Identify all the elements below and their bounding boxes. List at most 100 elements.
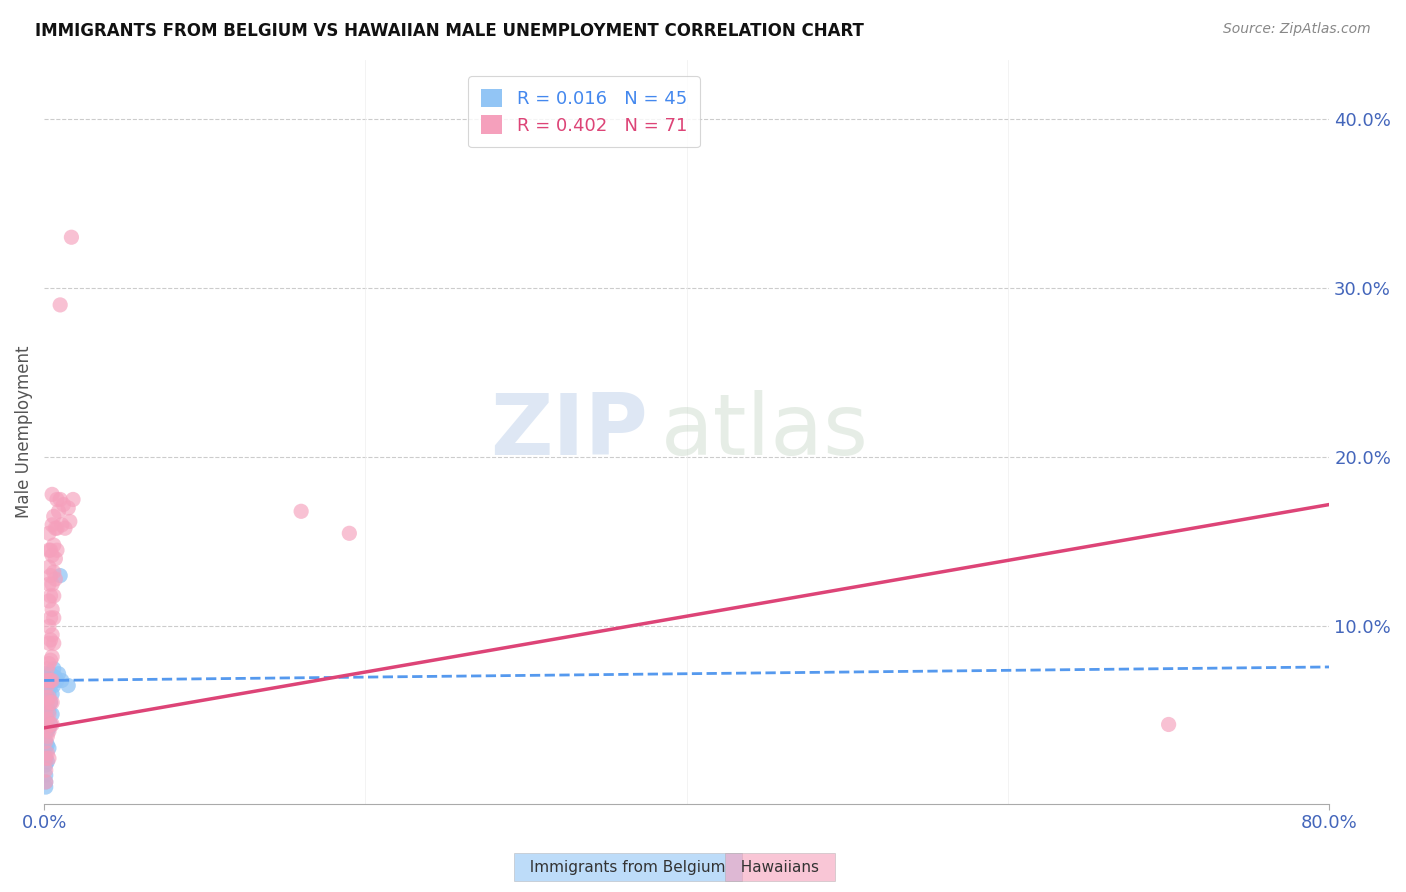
Point	[41, 673, 63, 688]
Point	[37, 746, 59, 760]
Point	[39, 679, 62, 693]
Point	[42, 509, 65, 524]
Point	[42, 589, 65, 603]
Text: IMMIGRANTS FROM BELGIUM VS HAWAIIAN MALE UNEMPLOYMENT CORRELATION CHART: IMMIGRANTS FROM BELGIUM VS HAWAIIAN MALE…	[35, 22, 865, 40]
Point	[38, 577, 60, 591]
Point	[35, 707, 58, 722]
Point	[41, 517, 63, 532]
Point	[39, 568, 62, 582]
Text: Source: ZipAtlas.com: Source: ZipAtlas.com	[1223, 22, 1371, 37]
Point	[35, 780, 58, 794]
Point	[37, 690, 59, 705]
Point	[35, 721, 58, 735]
Text: Immigrants from Belgium: Immigrants from Belgium	[520, 860, 735, 874]
Point	[39, 673, 62, 688]
Point	[38, 594, 60, 608]
Point	[41, 696, 63, 710]
Point	[35, 687, 58, 701]
Point	[46, 673, 69, 688]
Point	[35, 741, 58, 756]
Point	[38, 673, 60, 688]
Point	[39, 589, 62, 603]
Point	[41, 602, 63, 616]
Point	[38, 687, 60, 701]
Point	[35, 704, 58, 718]
Point	[41, 687, 63, 701]
Point	[38, 526, 60, 541]
Point	[37, 700, 59, 714]
Legend: R = 0.016   N = 45, R = 0.402   N = 71: R = 0.016 N = 45, R = 0.402 N = 71	[468, 76, 700, 147]
Point	[37, 662, 59, 676]
Point	[35, 724, 58, 739]
Point	[39, 666, 62, 681]
Point	[35, 700, 58, 714]
Point	[60, 230, 83, 244]
Point	[38, 751, 60, 765]
Point	[41, 549, 63, 563]
Point	[46, 492, 69, 507]
Point	[37, 712, 59, 726]
Point	[35, 775, 58, 789]
Text: Hawaiians: Hawaiians	[731, 860, 830, 874]
Point	[41, 628, 63, 642]
Point	[59, 515, 82, 529]
Point	[41, 707, 63, 722]
Point	[35, 751, 58, 765]
Point	[35, 763, 58, 777]
Point	[35, 734, 58, 748]
Point	[41, 577, 63, 591]
Point	[38, 704, 60, 718]
Point	[38, 673, 60, 688]
Point	[39, 653, 62, 667]
Point	[39, 717, 62, 731]
Point	[37, 696, 59, 710]
Point	[35, 712, 58, 726]
Point	[42, 662, 65, 676]
Point	[35, 734, 58, 748]
Point	[38, 707, 60, 722]
Point	[39, 696, 62, 710]
Point	[44, 572, 66, 586]
Point	[39, 717, 62, 731]
Point	[42, 565, 65, 579]
Point	[37, 670, 59, 684]
Point	[37, 738, 59, 752]
Point	[41, 487, 63, 501]
Point	[35, 775, 58, 789]
Point	[37, 724, 59, 739]
Point	[44, 670, 66, 684]
Point	[51, 673, 73, 688]
Point	[1157, 717, 1180, 731]
Point	[37, 712, 59, 726]
Point	[58, 500, 80, 515]
Point	[38, 636, 60, 650]
Point	[48, 504, 70, 518]
Point	[35, 681, 58, 696]
Point	[37, 755, 59, 769]
Point	[38, 619, 60, 633]
Point	[53, 521, 76, 535]
Point	[38, 724, 60, 739]
Point	[46, 521, 69, 535]
Point	[39, 611, 62, 625]
Point	[44, 521, 66, 535]
Point	[42, 611, 65, 625]
Point	[337, 526, 360, 541]
Point	[35, 666, 58, 681]
Point	[49, 568, 72, 582]
Point	[38, 741, 60, 756]
Point	[58, 679, 80, 693]
Point	[48, 666, 70, 681]
Point	[35, 717, 58, 731]
Point	[42, 636, 65, 650]
Point	[290, 504, 312, 518]
Point	[46, 543, 69, 558]
Point	[38, 657, 60, 671]
Text: ZIP: ZIP	[491, 391, 648, 474]
Y-axis label: Male Unemployment: Male Unemployment	[15, 345, 32, 518]
Point	[42, 538, 65, 552]
Point	[39, 632, 62, 647]
Point	[35, 673, 58, 688]
Point	[51, 517, 73, 532]
Point	[35, 696, 58, 710]
